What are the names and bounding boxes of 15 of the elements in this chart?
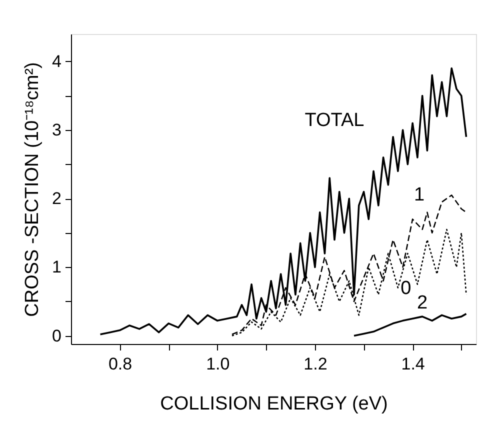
x-axis-title: COLLISION ENERGY (eV) — [160, 394, 388, 414]
y-tick-label: 4 — [52, 52, 62, 71]
x-tick-label: 1.2 — [304, 354, 328, 374]
series-label: TOTAL — [304, 110, 364, 131]
x-tick-label: 1.4 — [401, 354, 425, 374]
x-tick-label: 1.0 — [206, 354, 230, 374]
y-tick-label: 0 — [52, 326, 62, 346]
y-axis-title: CROSS -SECTION (10⁻¹⁸cm²) — [22, 62, 44, 317]
series-label: 2 — [417, 292, 428, 314]
series-label: 0 — [400, 278, 412, 299]
y-tick-label: 2 — [52, 189, 62, 208]
y-tick-label: 1 — [52, 258, 62, 277]
x-tick-label: 0.8 — [108, 354, 132, 374]
series-label: 1 — [414, 184, 425, 206]
y-tick-label: 3 — [52, 120, 62, 140]
